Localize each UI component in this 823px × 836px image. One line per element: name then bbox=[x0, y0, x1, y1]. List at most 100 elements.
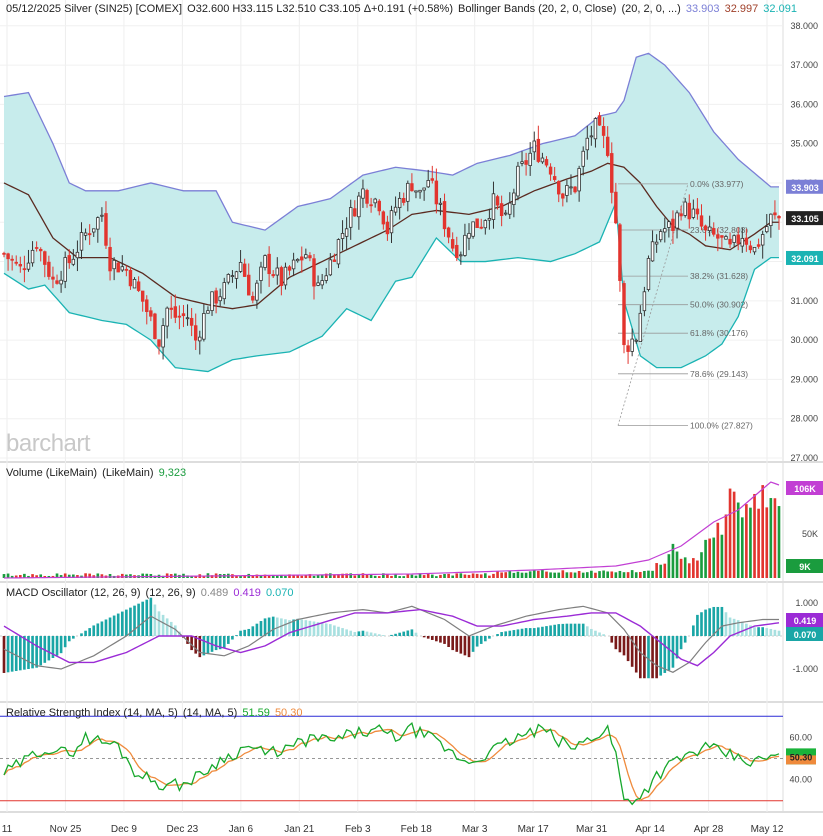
candle-body bbox=[173, 306, 178, 318]
candle-body bbox=[397, 197, 402, 209]
candle-body bbox=[291, 259, 296, 270]
candle-body bbox=[169, 307, 173, 310]
macd-histogram-bar bbox=[708, 608, 711, 636]
candle-body bbox=[328, 259, 333, 276]
volume-bar bbox=[679, 558, 683, 578]
volume-bar bbox=[141, 573, 145, 578]
price-tick-label: 29.000 bbox=[790, 374, 818, 384]
volume-bar bbox=[353, 575, 357, 578]
volume-bar bbox=[296, 575, 300, 578]
candle-body bbox=[732, 235, 736, 243]
macd-histogram-bar bbox=[732, 618, 736, 636]
macd-histogram-bar bbox=[651, 636, 654, 679]
macd-histogram-bar bbox=[218, 636, 222, 650]
macd-histogram-bar bbox=[394, 633, 397, 636]
macd-histogram-bar bbox=[284, 619, 287, 636]
volume-bar bbox=[439, 574, 442, 578]
candle-body bbox=[393, 206, 398, 213]
candle-body bbox=[744, 237, 749, 245]
macd-signal-line bbox=[3, 608, 780, 667]
candle-body bbox=[463, 234, 467, 256]
candle-body bbox=[471, 221, 475, 237]
candle-body bbox=[765, 226, 769, 233]
volume-bar bbox=[341, 573, 344, 578]
candle-body bbox=[304, 254, 308, 259]
macd-histogram-bar bbox=[255, 623, 259, 636]
candle-body bbox=[365, 190, 369, 204]
volume-bar bbox=[31, 574, 34, 578]
fib-level-label: 23.6% (32.803) bbox=[690, 225, 748, 235]
candle-body bbox=[389, 210, 394, 234]
x-tick-label: Dec 9 bbox=[111, 824, 138, 835]
macd-histogram-bar bbox=[14, 636, 18, 671]
candle-body bbox=[650, 241, 655, 262]
candle-body bbox=[667, 221, 671, 228]
candle-body bbox=[577, 168, 581, 192]
macd-histogram-bar bbox=[679, 636, 683, 650]
candle-body bbox=[316, 282, 320, 286]
candle-body bbox=[51, 276, 55, 280]
macd-histogram-bar bbox=[618, 636, 622, 653]
rsi-params: (14, MA, 5) bbox=[182, 707, 238, 719]
candle-body bbox=[455, 244, 459, 258]
candle-body bbox=[675, 212, 679, 229]
candle-body bbox=[593, 118, 598, 140]
price-tick-label: 37.000 bbox=[790, 60, 818, 70]
candle-body bbox=[699, 215, 704, 227]
candle-body bbox=[145, 299, 149, 313]
macd-histogram-bar bbox=[84, 630, 87, 636]
volume-bar bbox=[259, 575, 263, 578]
macd-histogram-bar bbox=[663, 636, 667, 673]
rsi-header: Relative Strength Index (14, MA, 5) (14,… bbox=[6, 707, 304, 719]
candle-body bbox=[100, 214, 104, 217]
x-tick-label: Feb 18 bbox=[401, 824, 433, 835]
candle-body bbox=[30, 249, 35, 264]
volume-bar bbox=[451, 575, 455, 578]
bb-lower-value: 32.091 bbox=[763, 3, 797, 15]
volume-bar bbox=[410, 574, 414, 578]
candle-body bbox=[691, 208, 696, 218]
volume-bar bbox=[692, 558, 695, 578]
volume-bar bbox=[39, 574, 43, 578]
candle-body bbox=[756, 244, 761, 247]
macd-histogram-bar bbox=[23, 636, 26, 670]
macd-histogram-bar bbox=[382, 635, 385, 636]
candle-body bbox=[658, 231, 663, 241]
macd-histogram-bar bbox=[271, 616, 275, 636]
candle-body bbox=[442, 201, 447, 230]
volume-bar bbox=[500, 572, 503, 578]
candle-body bbox=[202, 313, 206, 340]
macd-histogram-bar bbox=[55, 636, 59, 656]
volume-bar bbox=[618, 570, 622, 578]
candle-body bbox=[446, 227, 451, 238]
macd-histogram-bar bbox=[455, 636, 459, 652]
bollinger-upper-line bbox=[3, 52, 779, 231]
macd-histogram-bar bbox=[100, 621, 104, 636]
macd-histogram-bar bbox=[622, 636, 626, 656]
candle-body bbox=[198, 336, 202, 342]
volume-bar bbox=[459, 573, 463, 578]
macd-histogram-bar bbox=[757, 627, 760, 636]
volume-bar bbox=[345, 573, 348, 578]
macd-histogram-bar bbox=[614, 636, 618, 650]
volume-bar bbox=[316, 575, 320, 578]
macd-badge-hist: 0.070 bbox=[786, 627, 823, 641]
volume-bar bbox=[683, 557, 687, 578]
volume-bar bbox=[512, 572, 516, 578]
volume-bar bbox=[728, 488, 732, 578]
macd-histogram-bar bbox=[6, 636, 10, 673]
macd-histogram-bar bbox=[235, 635, 238, 636]
price-tick-label: 30.000 bbox=[790, 335, 818, 345]
candle-body bbox=[622, 283, 626, 346]
volume-bar bbox=[414, 575, 418, 578]
candle-body bbox=[565, 185, 569, 196]
x-tick-label: May 12 bbox=[751, 824, 784, 835]
volume-bar bbox=[630, 570, 634, 578]
macd-histogram-bar bbox=[31, 636, 34, 669]
macd-histogram-bar bbox=[443, 636, 446, 644]
rsi-line bbox=[3, 721, 780, 806]
volume-bar bbox=[235, 575, 238, 578]
macd-histogram-bar bbox=[439, 636, 442, 643]
macd-histogram-bar bbox=[557, 624, 561, 636]
